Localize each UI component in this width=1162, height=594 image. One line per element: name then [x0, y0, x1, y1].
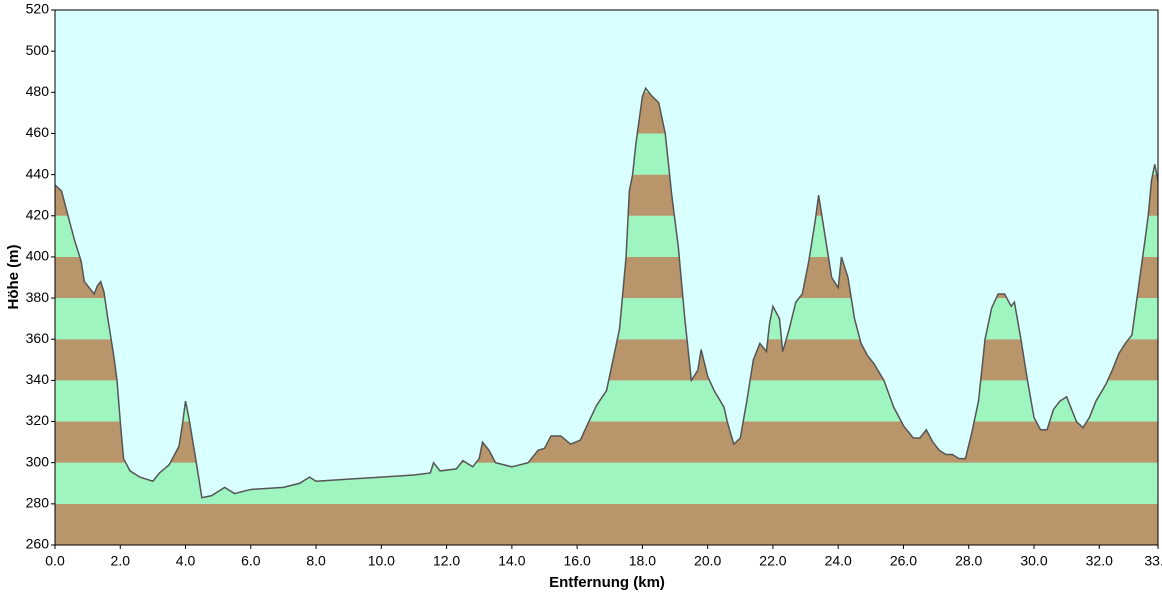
y-tick-label: 520: [26, 1, 50, 17]
y-tick-label: 260: [26, 536, 50, 552]
y-tick-label: 380: [26, 289, 50, 305]
x-tick-label: 6.0: [241, 553, 261, 569]
y-tick-label: 340: [26, 371, 50, 387]
x-tick-label: 32.0: [1086, 553, 1113, 569]
plot-frame: [54, 9, 1159, 546]
y-tick-label: 480: [26, 83, 50, 99]
y-tick-label: 300: [26, 453, 50, 469]
x-tick-label: 30.0: [1020, 553, 1047, 569]
y-tick-label: 400: [26, 248, 50, 264]
y-tick-label: 440: [26, 165, 50, 181]
x-tick-label: 28.0: [955, 553, 982, 569]
x-tick-label: 33.8: [1144, 553, 1162, 569]
x-tick-label: 22.0: [759, 553, 786, 569]
x-axis-title: Entfernung (km): [549, 574, 665, 591]
y-tick-label: 360: [26, 330, 50, 346]
x-tick-label: 10.0: [368, 553, 395, 569]
y-tick-label: 280: [26, 495, 50, 511]
x-tick-label: 4.0: [176, 553, 196, 569]
elevation-band: [55, 503, 1158, 545]
y-tick-label: 420: [26, 206, 50, 222]
x-tick-label: 20.0: [694, 553, 721, 569]
y-axis-title: Höhe (m): [5, 245, 22, 310]
x-tick-label: 18.0: [629, 553, 656, 569]
x-tick-label: 12.0: [433, 553, 460, 569]
x-tick-label: 24.0: [825, 553, 852, 569]
x-tick-label: 26.0: [890, 553, 917, 569]
x-tick-label: 0.0: [45, 553, 65, 569]
y-tick-label: 500: [26, 42, 50, 58]
x-tick-label: 8.0: [306, 553, 326, 569]
x-tick-label: 16.0: [564, 553, 591, 569]
y-tick-label: 460: [26, 124, 50, 140]
x-tick-label: 2.0: [111, 553, 131, 569]
y-tick-label: 320: [26, 412, 50, 428]
x-tick-label: 14.0: [498, 553, 525, 569]
profile-line: [54, 86, 1159, 499]
